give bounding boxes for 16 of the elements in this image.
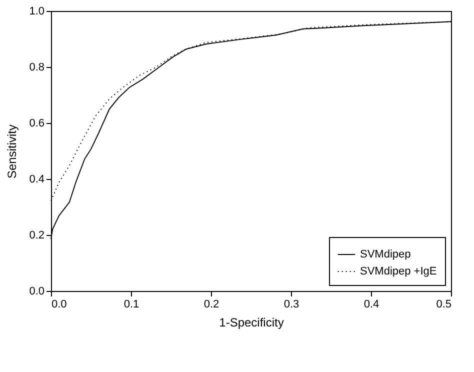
y-axis-title: Sensitivity [5, 124, 20, 179]
y-tick-label: 1.0 [29, 6, 44, 18]
y-tick-label: 0.4 [29, 174, 44, 186]
y-tick-label: 0.0 [29, 286, 44, 298]
x-tick-label: 0.5 [436, 298, 452, 310]
y-tick-label: 0.2 [29, 230, 44, 242]
legend-label: SVMdipep +IgE [360, 266, 437, 278]
x-tick-label: 0.0 [52, 298, 67, 310]
legend-label: SVMdipep [360, 248, 411, 260]
x-tick-label: 0.2 [204, 298, 220, 310]
x-tick-label: 0.4 [364, 298, 380, 310]
x-tick-label: 0.3 [284, 298, 300, 310]
y-tick-label: 0.8 [29, 62, 44, 74]
x-tick-label: 0.1 [124, 298, 140, 310]
x-axis-title: 1-Specificity [219, 316, 284, 330]
y-tick-label: 0.6 [29, 118, 44, 130]
